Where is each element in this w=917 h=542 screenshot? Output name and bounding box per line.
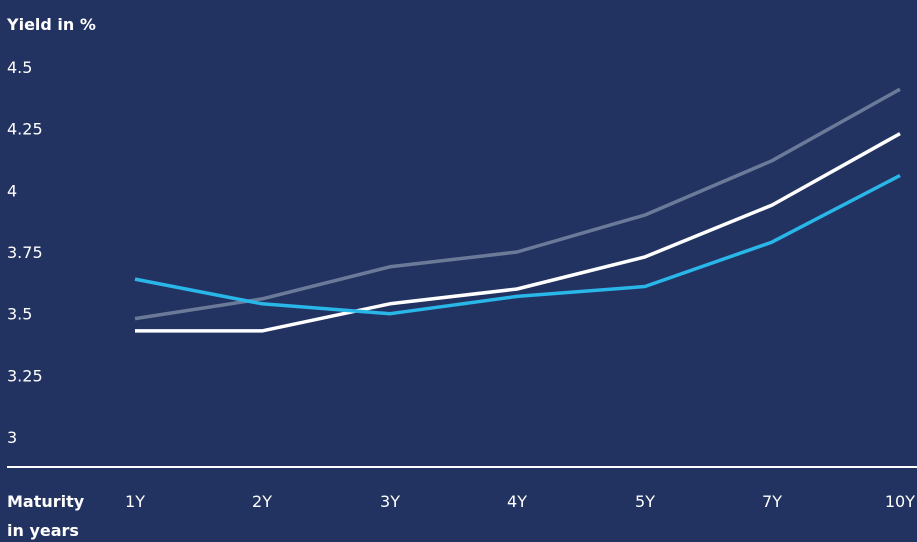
x-tick-label: 7Y [762,492,782,511]
series-line-2 [135,132,901,333]
y-tick-label: 4.25 [7,120,43,139]
x-axis-label-line1: Maturity [7,492,85,511]
y-tick-label: 3.25 [7,366,43,385]
series-lines [134,87,901,333]
x-tick-label: 4Y [507,492,527,511]
y-tick-label: 4.5 [7,58,32,77]
x-axis-ticks: 1Y 2Y 3Y 4Y 5Y 7Y 10Y [125,492,915,511]
y-tick-label: 3.5 [7,305,32,324]
y-tick-label: 3 [7,428,17,447]
y-tick-label: 3.75 [7,243,43,262]
series-line-1 [134,87,901,321]
y-tick-label: 4 [7,181,17,200]
x-tick-label: 5Y [635,492,655,511]
x-axis-label-line2: in years [7,521,79,540]
y-axis-label: Yield in % [6,15,96,34]
x-tick-label: 2Y [252,492,272,511]
x-tick-label: 10Y [885,492,915,511]
series-line-3 [134,173,901,316]
x-tick-label: 1Y [125,492,145,511]
y-axis-ticks: 4.5 4.25 4 3.75 3.5 3.25 3 [7,58,43,447]
x-tick-label: 3Y [380,492,400,511]
